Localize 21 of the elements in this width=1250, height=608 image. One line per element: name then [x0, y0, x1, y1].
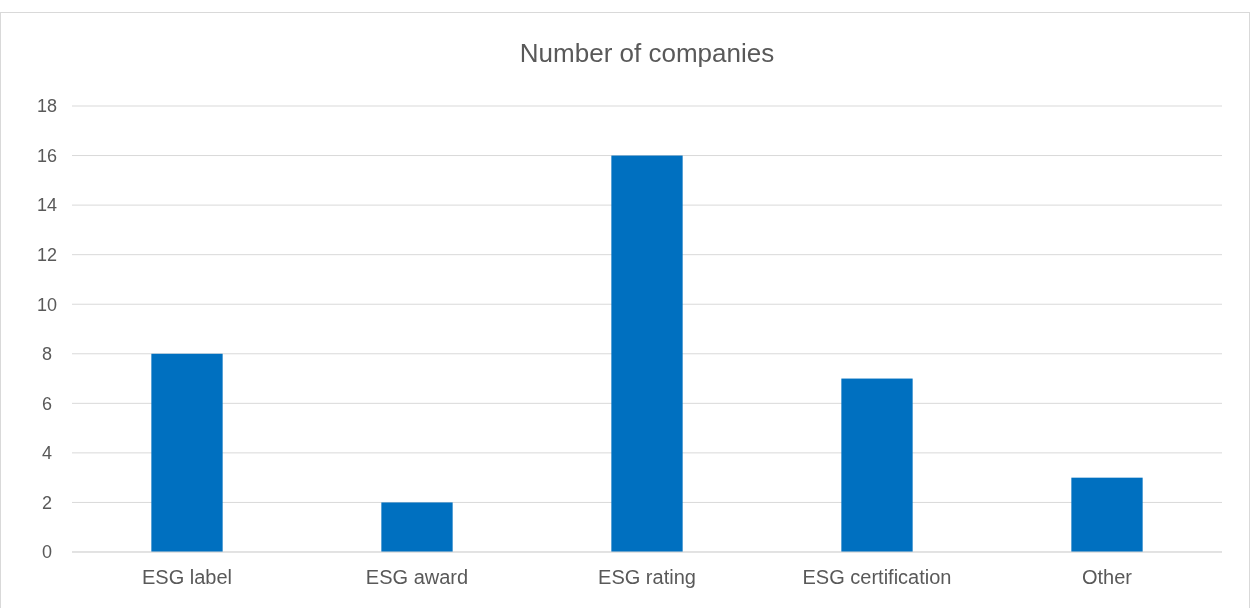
y-tick-label: 18 — [36, 96, 58, 117]
y-tick-label: 4 — [41, 443, 53, 464]
y-tick-label: 8 — [41, 344, 53, 365]
y-tick-label: 10 — [36, 294, 58, 315]
x-tick-label: Other — [1081, 566, 1133, 588]
x-tick-label: ESG award — [365, 566, 469, 588]
y-tick-label: 6 — [41, 393, 53, 414]
y-tick-label: 2 — [41, 492, 53, 513]
y-tick-label: 12 — [36, 244, 58, 265]
bar — [841, 378, 913, 552]
x-tick-label: ESG label — [141, 566, 233, 588]
y-tick-label: 0 — [41, 542, 53, 563]
bar — [1071, 477, 1143, 552]
bar — [151, 353, 223, 552]
x-tick-label: ESG certification — [802, 566, 952, 588]
x-tick-label: ESG rating — [598, 566, 696, 588]
bar — [611, 155, 683, 552]
y-tick-label: 14 — [36, 195, 58, 216]
y-tick-label: 16 — [36, 145, 58, 166]
bar — [381, 502, 453, 552]
chart-title: Number of companies — [519, 38, 775, 68]
